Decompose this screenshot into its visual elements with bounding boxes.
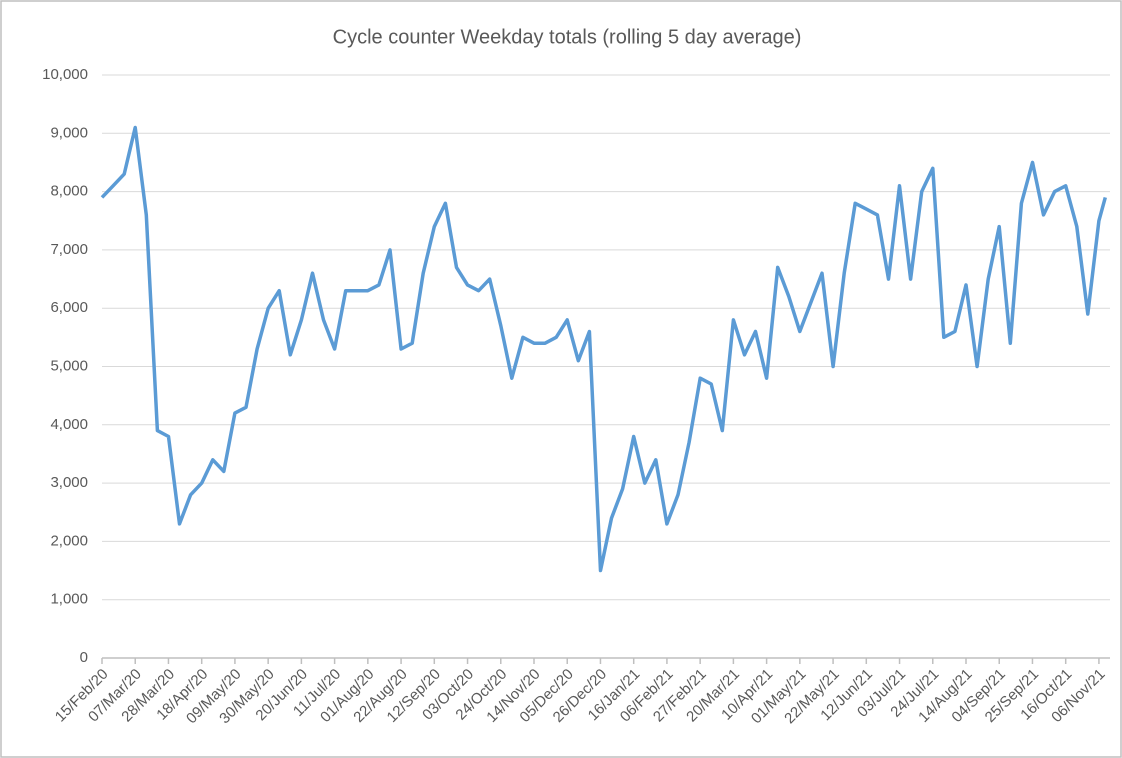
y-tick-label: 2,000 [50, 532, 88, 549]
y-tick-label: 5,000 [50, 357, 88, 374]
y-tick-label: 7,000 [50, 241, 88, 258]
y-tick-label: 0 [80, 649, 88, 666]
y-tick-label: 4,000 [50, 416, 88, 433]
y-tick-label: 6,000 [50, 299, 88, 316]
y-tick-label: 10,000 [42, 66, 88, 83]
y-tick-label: 3,000 [50, 474, 88, 491]
y-tick-label: 8,000 [50, 183, 88, 200]
line-series [100, 125, 1107, 573]
chart-title: Cycle counter Weekday totals (rolling 5 … [333, 26, 802, 48]
y-tick-label: 9,000 [50, 124, 88, 141]
y-tick-label: 1,000 [50, 591, 88, 608]
